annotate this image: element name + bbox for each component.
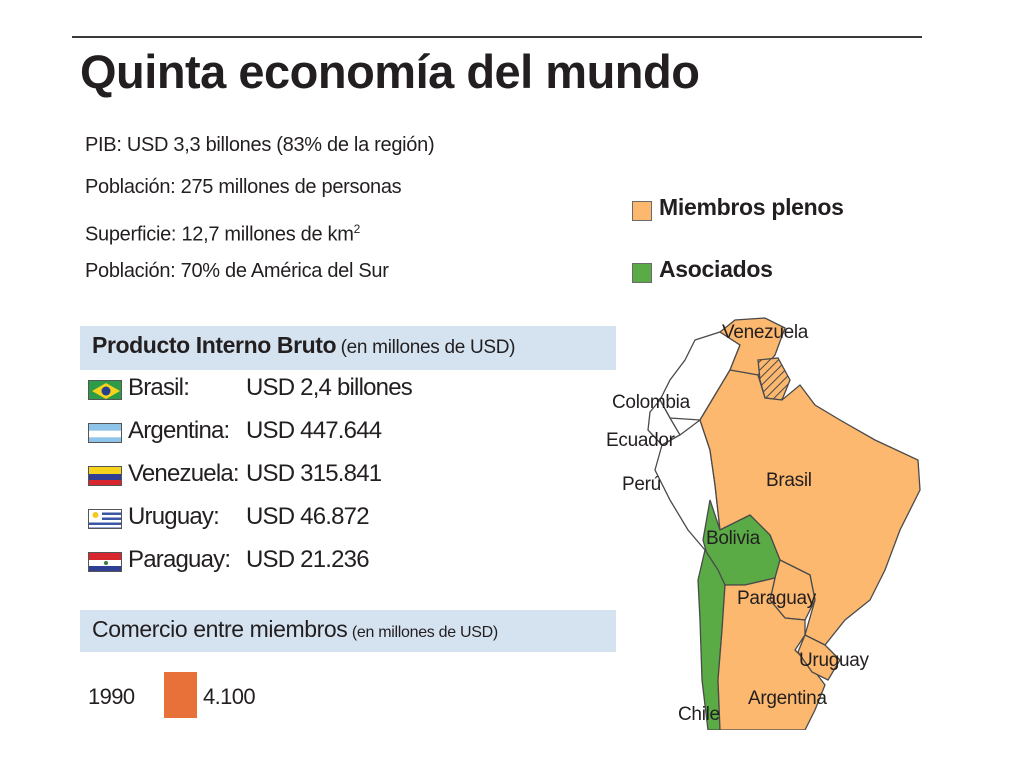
map-label-paraguay: Paraguay xyxy=(737,588,817,609)
fact-gdp: PIB: USD 3,3 billones (83% de la región) xyxy=(85,134,435,156)
trade-value: 4.100 xyxy=(203,684,256,709)
associates-swatch xyxy=(632,263,652,283)
gdp-country: Argentina: xyxy=(128,417,230,444)
gdp-row-venezuela: Venezuela: USD 315.841 xyxy=(88,458,608,501)
map-label-ecuador: Ecuador xyxy=(606,430,676,451)
fact-area-text: Superficie: 12,7 millones de km xyxy=(85,223,354,246)
legend-label: Miembros plenos xyxy=(659,194,844,220)
top-rule xyxy=(72,36,922,38)
trade-year: 1990 xyxy=(88,684,135,709)
gdp-row-paraguay: Paraguay: USD 21.236 xyxy=(88,544,608,587)
fact-area-superscript: 2 xyxy=(353,222,361,236)
gdp-value: USD 447.644 xyxy=(246,417,382,444)
map-label-colombia: Colombia xyxy=(612,392,691,413)
fact-population: Población: 275 millones de personas xyxy=(85,176,402,198)
venezuela-flag-icon xyxy=(88,466,122,486)
chile-region xyxy=(697,548,726,730)
gdp-country: Uruguay: xyxy=(128,503,220,530)
facts-list: PIB: USD 3,3 billones (83% de la región)… xyxy=(85,131,435,299)
gdp-row-brasil: Brasil: USD 2,4 billones xyxy=(88,372,608,415)
full-members-swatch xyxy=(632,201,652,221)
argentina-flag-icon xyxy=(88,423,122,443)
trade-bar xyxy=(164,672,197,718)
gdp-section-header: Producto Interno Bruto (en millones de U… xyxy=(80,326,616,370)
trade-section-header: Comercio entre miembros (en millones de … xyxy=(80,610,616,652)
fact-area: Superficie: 12,7 millones de km2 xyxy=(85,215,434,257)
map-label-venezuela: Venezuela xyxy=(722,322,809,343)
paraguay-flag-icon xyxy=(88,552,122,572)
gdp-list: Brasil: USD 2,4 billones Argentina: USD … xyxy=(88,372,608,587)
gdp-value: USD 21.236 xyxy=(246,546,370,573)
page-title: Quinta economía del mundo xyxy=(80,45,700,98)
gdp-value: USD 2,4 billones xyxy=(246,374,413,401)
fact-population-share: Población: 70% de América del Sur xyxy=(85,260,389,282)
brasil-region xyxy=(699,369,921,646)
uruguay-region xyxy=(797,634,841,681)
map-label-brasil: Brasil xyxy=(766,470,812,491)
gdp-unit: (en millones de USD) xyxy=(340,337,516,358)
legend-label: Asociados xyxy=(659,256,773,282)
uruguay-flag-icon xyxy=(88,509,122,529)
gdp-country: Brasil: xyxy=(128,374,190,401)
map-label-argentina: Argentina xyxy=(748,688,827,709)
gdp-value: USD 315.841 xyxy=(246,460,382,487)
map-label-bolivia: Bolivia xyxy=(706,528,761,549)
gdp-heading: Producto Interno Bruto xyxy=(92,332,337,358)
trade-unit: (en millones de USD) xyxy=(351,624,498,641)
gdp-country: Venezuela: xyxy=(128,460,240,487)
map-label-uruguay: Uruguay xyxy=(799,650,870,671)
gdp-row-argentina: Argentina: USD 447.644 xyxy=(88,415,608,458)
gdp-row-uruguay: Uruguay: USD 46.872 xyxy=(88,501,608,544)
map-label-peru: Perú xyxy=(622,474,661,495)
south-america-map: Venezuela Colombia Ecuador Perú Brasil B… xyxy=(606,317,921,730)
trade-heading: Comercio entre miembros xyxy=(92,616,348,642)
gdp-value: USD 46.872 xyxy=(246,503,370,530)
brazil-flag-icon xyxy=(88,380,122,400)
map-label-chile: Chile xyxy=(678,704,720,725)
gdp-country: Paraguay: xyxy=(128,546,231,573)
